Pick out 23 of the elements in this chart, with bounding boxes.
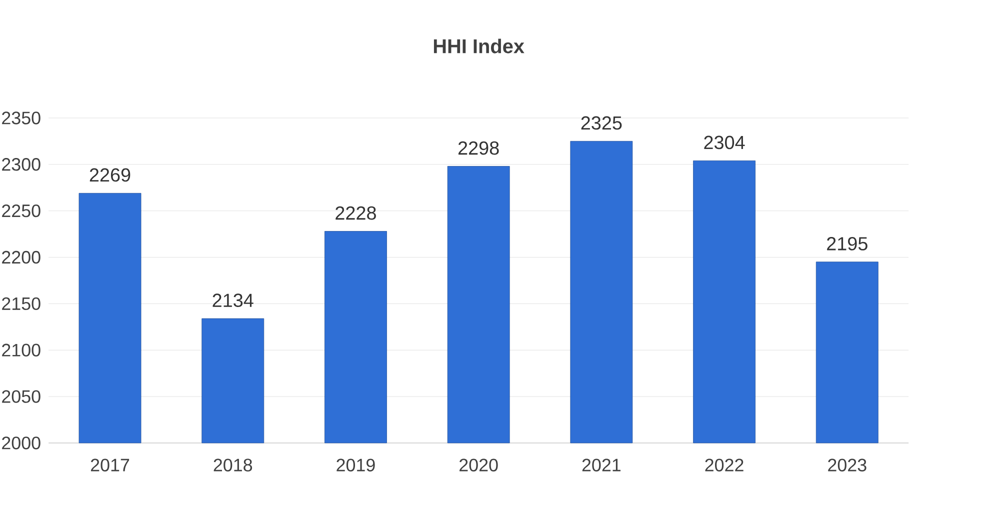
y-tick-label: 2350 (2, 112, 40, 124)
chart-title: HHI Index (434, 38, 524, 54)
x-tick-label: 2023 (828, 458, 866, 472)
x-tick-label: 2022 (705, 458, 744, 472)
x-tick-label: 2020 (460, 458, 498, 472)
data-label: 2298 (458, 141, 499, 155)
x-tick-label: 2018 (214, 458, 252, 472)
y-tick-label: 2250 (2, 204, 40, 218)
data-label: 2228 (336, 206, 376, 220)
data-label: 2325 (581, 116, 622, 130)
y-tick-label: 2150 (2, 297, 40, 310)
y-tick-label: 2100 (2, 344, 40, 356)
data-label: 2269 (90, 168, 130, 182)
x-tick-label: 2021 (582, 458, 620, 472)
y-tick-label: 2300 (2, 158, 40, 171)
data-label: 2304 (704, 136, 745, 150)
data-label: 2134 (212, 294, 254, 308)
y-tick-label: 2200 (2, 250, 40, 264)
y-tick-label: 2000 (2, 436, 40, 450)
x-tick-label: 2017 (90, 458, 130, 472)
x-tick-label: 2019 (336, 458, 375, 472)
data-label: 2195 (827, 236, 868, 250)
y-tick-label: 2050 (2, 390, 40, 403)
